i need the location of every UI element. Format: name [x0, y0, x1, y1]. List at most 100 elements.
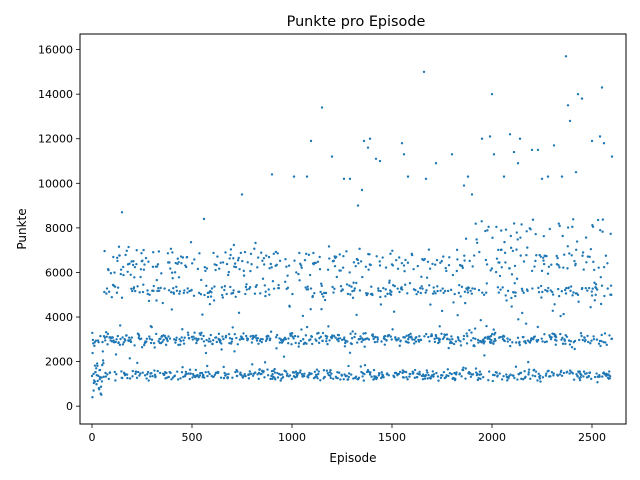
data-point — [153, 369, 156, 372]
data-point — [143, 343, 146, 347]
data-point — [337, 337, 340, 340]
data-point — [407, 333, 410, 337]
data-point — [245, 334, 248, 338]
data-point — [436, 285, 439, 288]
data-point — [569, 340, 572, 343]
data-point — [515, 248, 518, 251]
data-point — [91, 396, 94, 399]
data-point — [440, 259, 443, 263]
data-point — [203, 265, 206, 269]
data-point — [349, 293, 352, 296]
data-point — [560, 175, 564, 178]
data-point — [147, 299, 151, 303]
data-point — [529, 377, 532, 381]
data-point — [428, 340, 431, 343]
data-point — [174, 338, 178, 342]
data-point — [610, 155, 614, 158]
data-point — [590, 294, 594, 297]
data-point — [108, 371, 112, 374]
data-point — [392, 310, 396, 313]
data-point — [138, 374, 141, 377]
data-point — [595, 338, 599, 341]
data-point — [120, 370, 123, 373]
data-point — [201, 313, 204, 316]
data-point — [210, 291, 213, 294]
data-point — [398, 344, 401, 347]
data-point — [113, 285, 117, 288]
data-point — [463, 259, 466, 262]
data-point — [139, 275, 142, 279]
data-point — [569, 285, 573, 288]
data-point — [368, 373, 372, 376]
data-point — [307, 376, 310, 379]
data-point — [325, 337, 328, 340]
data-point — [232, 289, 235, 292]
data-point — [181, 256, 185, 259]
data-point — [555, 254, 558, 258]
data-point — [581, 338, 584, 342]
data-point — [101, 363, 104, 367]
data-point — [253, 247, 256, 250]
data-point — [294, 341, 297, 345]
data-point — [374, 157, 378, 160]
data-points — [90, 55, 614, 399]
data-point — [248, 370, 251, 373]
data-point — [326, 372, 329, 375]
data-point — [391, 249, 394, 252]
data-point — [143, 263, 146, 266]
data-point — [295, 271, 298, 274]
data-point — [203, 344, 207, 347]
data-point — [499, 288, 502, 291]
data-point — [186, 291, 189, 294]
data-point — [192, 335, 195, 338]
data-point — [610, 337, 614, 341]
data-point — [230, 342, 233, 345]
data-point — [400, 286, 403, 289]
data-point — [241, 376, 245, 379]
data-point — [545, 254, 548, 258]
data-point — [377, 289, 380, 292]
data-point — [350, 285, 353, 288]
data-point — [107, 268, 110, 272]
x-tick-label: 500 — [182, 431, 203, 444]
data-point — [427, 373, 430, 377]
data-point — [593, 375, 597, 379]
data-point — [391, 264, 395, 267]
data-point — [176, 370, 179, 373]
data-point — [539, 380, 542, 383]
data-point — [389, 335, 392, 338]
data-point — [451, 337, 454, 341]
data-point — [360, 188, 364, 192]
data-point — [227, 270, 230, 274]
data-point — [533, 265, 536, 268]
data-point — [315, 375, 318, 378]
data-point — [502, 175, 506, 178]
data-point — [234, 295, 237, 298]
data-point — [160, 272, 163, 275]
data-point — [556, 256, 559, 260]
data-point — [483, 354, 486, 357]
data-point — [462, 184, 466, 187]
data-point — [131, 375, 134, 378]
data-point — [414, 288, 417, 292]
data-point — [104, 330, 108, 334]
data-point — [264, 294, 267, 298]
data-point — [372, 368, 376, 372]
data-point — [362, 379, 365, 382]
data-point — [238, 338, 242, 341]
data-point — [247, 377, 251, 380]
data-point — [581, 251, 585, 254]
data-point — [257, 377, 260, 380]
data-point — [413, 368, 417, 372]
data-point — [121, 336, 124, 339]
data-point — [368, 137, 372, 140]
data-point — [385, 339, 388, 342]
data-point — [592, 335, 595, 338]
data-point — [124, 339, 127, 342]
data-point — [484, 336, 487, 339]
data-point — [546, 290, 549, 293]
data-point — [464, 237, 468, 240]
data-point — [378, 372, 381, 375]
data-point — [372, 337, 375, 341]
data-point — [595, 372, 598, 375]
